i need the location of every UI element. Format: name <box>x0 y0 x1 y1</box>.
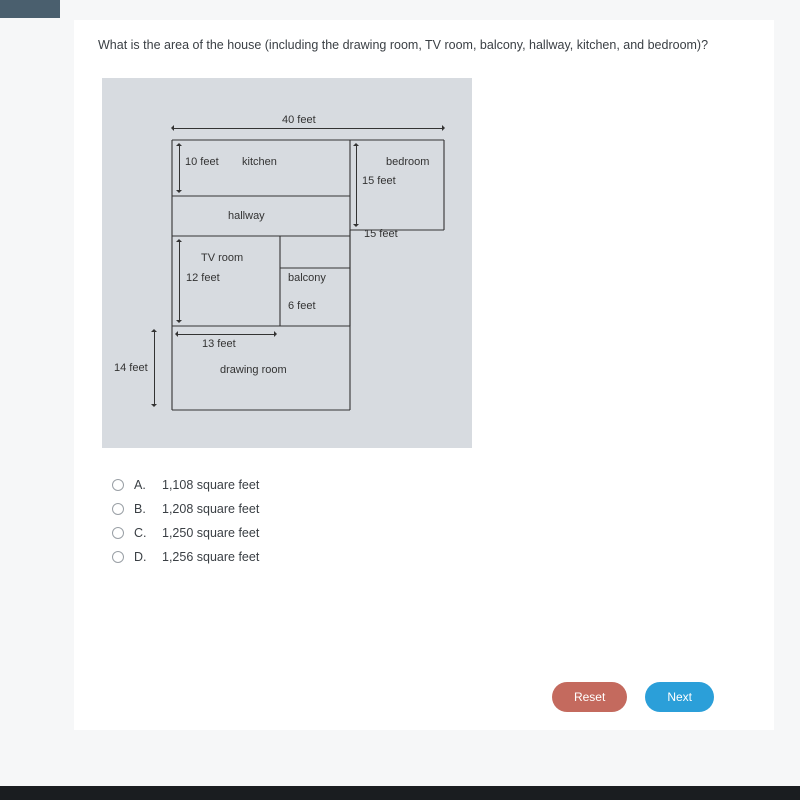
taskbar <box>0 786 800 800</box>
choice-d[interactable]: D. 1,256 square feet <box>112 550 750 564</box>
label-balcony: balcony <box>288 272 326 284</box>
dim-arrow-tv-h <box>179 240 180 322</box>
radio-b[interactable] <box>112 503 124 515</box>
floor-plan-figure: 40 feet 10 feet kitchen bedroom 15 feet … <box>102 78 472 448</box>
choice-text: 1,108 square feet <box>162 478 259 492</box>
choice-letter: C. <box>134 526 152 540</box>
choice-letter: B. <box>134 502 152 516</box>
dim-arrow-tv-w <box>176 334 276 335</box>
app-frame: What is the area of the house (including… <box>0 0 800 800</box>
label-drawing: drawing room <box>220 364 287 376</box>
label-tvroom: TV room <box>201 252 243 264</box>
label-14ft: 14 feet <box>114 362 148 374</box>
radio-c[interactable] <box>112 527 124 539</box>
label-15ft-a: 15 feet <box>362 175 396 187</box>
label-13ft: 13 feet <box>202 338 236 350</box>
reset-button[interactable]: Reset <box>552 682 627 712</box>
dim-arrow-top <box>172 128 444 129</box>
floor-plan-svg <box>102 78 472 448</box>
next-button[interactable]: Next <box>645 682 714 712</box>
label-40ft: 40 feet <box>282 114 316 126</box>
label-10ft: 10 feet <box>185 156 219 168</box>
radio-a[interactable] <box>112 479 124 491</box>
label-kitchen: kitchen <box>242 156 277 168</box>
label-hallway: hallway <box>228 210 265 222</box>
label-6ft: 6 feet <box>288 300 316 312</box>
choice-a[interactable]: A. 1,108 square feet <box>112 478 750 492</box>
choice-letter: D. <box>134 550 152 564</box>
dim-arrow-drawing-h <box>154 330 155 406</box>
choice-b[interactable]: B. 1,208 square feet <box>112 502 750 516</box>
radio-d[interactable] <box>112 551 124 563</box>
dim-arrow-bedroom-h <box>356 144 357 226</box>
answer-choices: A. 1,108 square feet B. 1,208 square fee… <box>112 478 750 564</box>
choice-text: 1,250 square feet <box>162 526 259 540</box>
question-text: What is the area of the house (including… <box>98 38 750 52</box>
label-12ft: 12 feet <box>186 272 220 284</box>
choice-text: 1,208 square feet <box>162 502 259 516</box>
button-row: Reset Next <box>552 682 714 712</box>
dim-arrow-kitchen-h <box>179 144 180 192</box>
question-panel: What is the area of the house (including… <box>74 20 774 730</box>
choice-letter: A. <box>134 478 152 492</box>
label-bedroom: bedroom <box>386 156 429 168</box>
sidebar-strip <box>0 0 60 18</box>
choice-c[interactable]: C. 1,250 square feet <box>112 526 750 540</box>
label-15ft-b: 15 feet <box>364 228 398 240</box>
choice-text: 1,256 square feet <box>162 550 259 564</box>
